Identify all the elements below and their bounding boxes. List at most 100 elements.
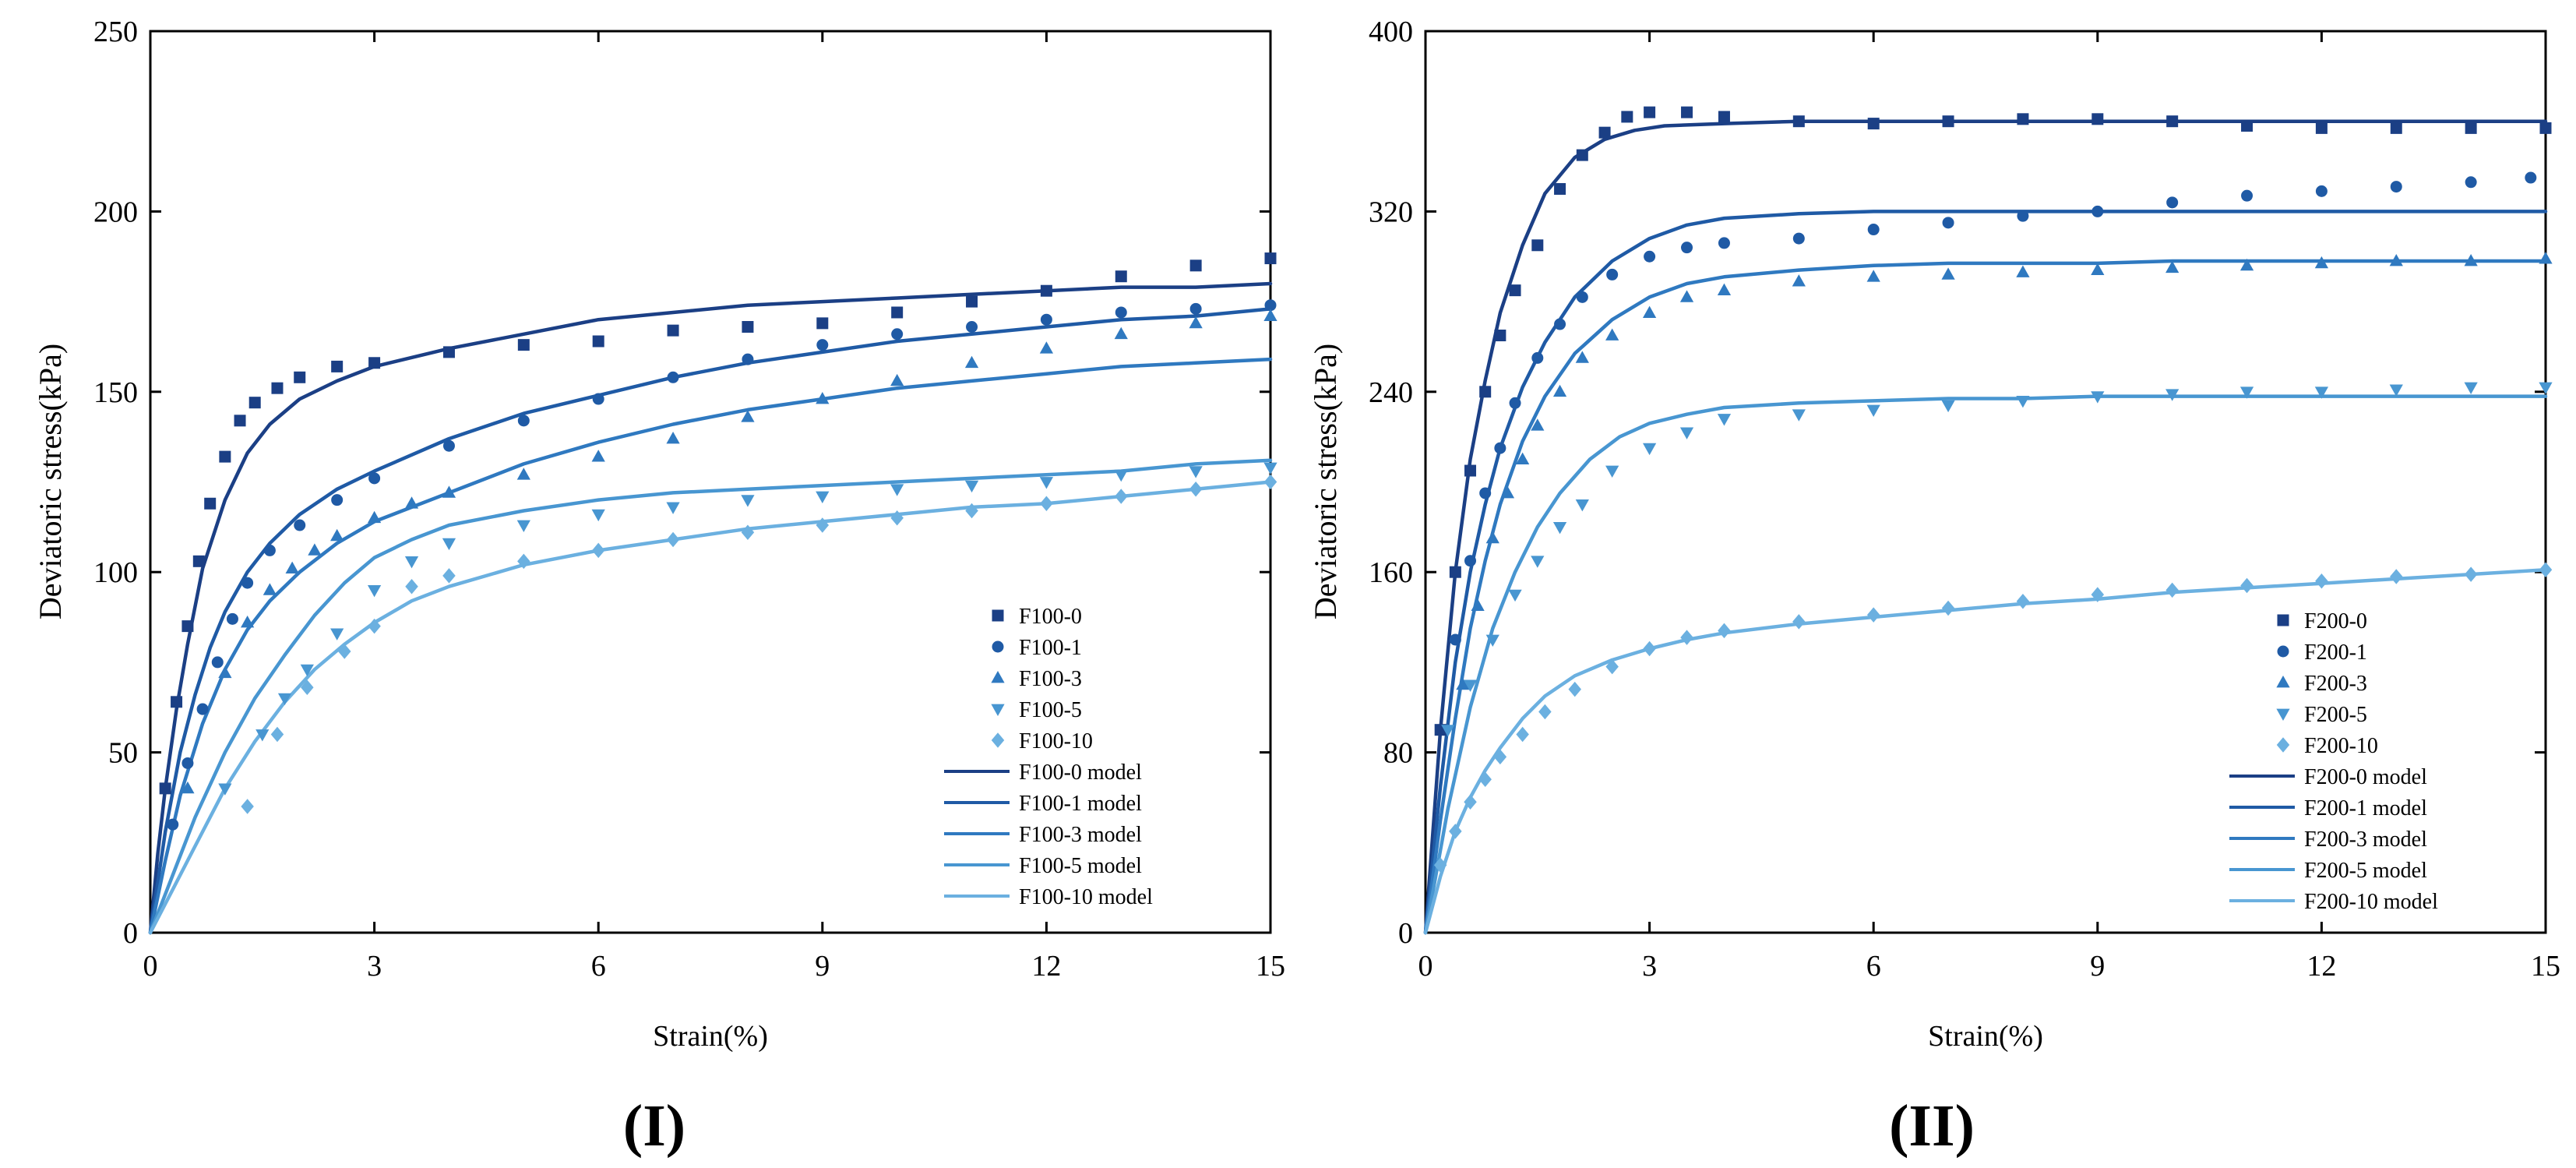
legend-marker <box>991 732 1005 748</box>
data-point <box>2017 113 2029 125</box>
data-point <box>1575 351 1589 363</box>
data-point <box>1568 681 1581 697</box>
series-f200-3 <box>1456 252 2553 690</box>
data-point <box>1643 640 1656 657</box>
data-point <box>219 450 231 463</box>
data-point <box>1464 555 1477 567</box>
x-axis-label: Strain(%) <box>1928 1020 2043 1053</box>
data-point <box>1717 283 1732 296</box>
y-tick-label: 80 <box>1383 737 1413 770</box>
x-tick-label: 15 <box>2531 950 2560 983</box>
data-point <box>816 392 830 404</box>
data-point <box>1867 224 1880 236</box>
model-line-f200-5-model <box>1423 394 2548 935</box>
data-point <box>2166 115 2179 128</box>
data-point <box>1717 414 1732 426</box>
data-point <box>816 517 830 533</box>
data-point <box>2539 252 2553 264</box>
legend-label: F200-1 <box>2304 640 2367 665</box>
legend-marker <box>2277 645 2289 658</box>
data-point <box>1039 477 1054 489</box>
y-tick-label: 160 <box>1369 556 1413 589</box>
data-point <box>204 497 217 510</box>
data-point <box>1485 634 1499 647</box>
data-point <box>891 306 904 319</box>
data-point <box>1605 328 1619 341</box>
data-point <box>517 415 530 427</box>
data-point <box>890 510 904 526</box>
data-point <box>1606 268 1619 281</box>
data-point <box>330 528 344 542</box>
data-point <box>2315 122 2328 134</box>
legend-label: F100-10 model <box>1019 885 1153 909</box>
data-point <box>2389 384 2403 397</box>
data-point <box>367 584 382 598</box>
legend-label: F100-5 model <box>1019 854 1142 878</box>
series-f100-1 <box>167 299 1277 831</box>
data-point <box>1040 496 1053 512</box>
y-tick-label: 100 <box>93 556 138 589</box>
data-point <box>1644 106 1656 118</box>
data-point <box>2314 256 2329 269</box>
series-f100-5 <box>218 462 1277 796</box>
data-point <box>1264 252 1277 265</box>
data-point <box>1189 259 1202 272</box>
series-f100-0 <box>159 252 1277 795</box>
data-point <box>442 439 455 452</box>
data-point <box>367 510 382 524</box>
data-point <box>964 355 979 369</box>
data-point <box>196 703 209 715</box>
model-line-f200-1-model <box>1423 210 2548 935</box>
legend-label: F100-0 model <box>1019 760 1142 785</box>
data-point <box>1644 250 1656 263</box>
data-point <box>248 397 261 409</box>
data-point <box>1718 111 1730 123</box>
data-point <box>891 328 904 341</box>
x-tick-label: 6 <box>1866 950 1881 983</box>
data-point <box>1531 418 1545 431</box>
data-point <box>368 618 381 634</box>
series-f200-1 <box>1449 171 2537 646</box>
data-point <box>2465 176 2477 189</box>
data-point <box>2314 386 2329 399</box>
data-point <box>263 544 276 556</box>
data-points <box>159 252 1277 831</box>
data-point <box>2390 569 2403 584</box>
data-point <box>591 509 605 522</box>
model-line-f100-5-model <box>148 458 1273 935</box>
x-tick-label: 3 <box>1642 950 1657 983</box>
data-point <box>1485 531 1499 544</box>
y-axis-label: Deviatoric stress(kPa) <box>1308 344 1343 619</box>
x-axis-label: Strain(%) <box>653 1020 768 1053</box>
data-point <box>1449 633 1461 646</box>
axis-ticks: 0 3 6 9 12 15 0 80 160 240 320 400 <box>1369 16 2560 983</box>
data-point <box>2241 189 2254 202</box>
data-point <box>1531 239 1544 252</box>
data-point <box>1115 489 1128 504</box>
data-point <box>1718 237 1730 249</box>
data-point <box>741 524 755 541</box>
data-point <box>1552 384 1567 397</box>
data-point <box>2240 577 2254 594</box>
data-point <box>966 320 978 333</box>
legend-marker <box>991 671 1005 683</box>
legend-marker <box>992 609 1004 622</box>
data-point <box>1189 302 1202 315</box>
data-point <box>1479 487 1492 499</box>
data-point <box>1115 306 1127 319</box>
data-point <box>2465 122 2477 134</box>
data-point <box>442 538 456 551</box>
data-point <box>263 583 277 595</box>
data-point <box>1040 284 1052 297</box>
y-axis-label: Deviatoric stress(kPa) <box>33 344 68 619</box>
legend-marker <box>2277 614 2289 626</box>
data-point <box>1516 726 1529 743</box>
legend-label: F200-10 model <box>2304 890 2438 914</box>
data-point <box>1493 749 1507 765</box>
data-point <box>666 431 680 444</box>
data-point <box>1866 270 1880 282</box>
legend-marker <box>2276 737 2290 753</box>
data-point <box>591 450 605 462</box>
data-point <box>816 491 830 504</box>
